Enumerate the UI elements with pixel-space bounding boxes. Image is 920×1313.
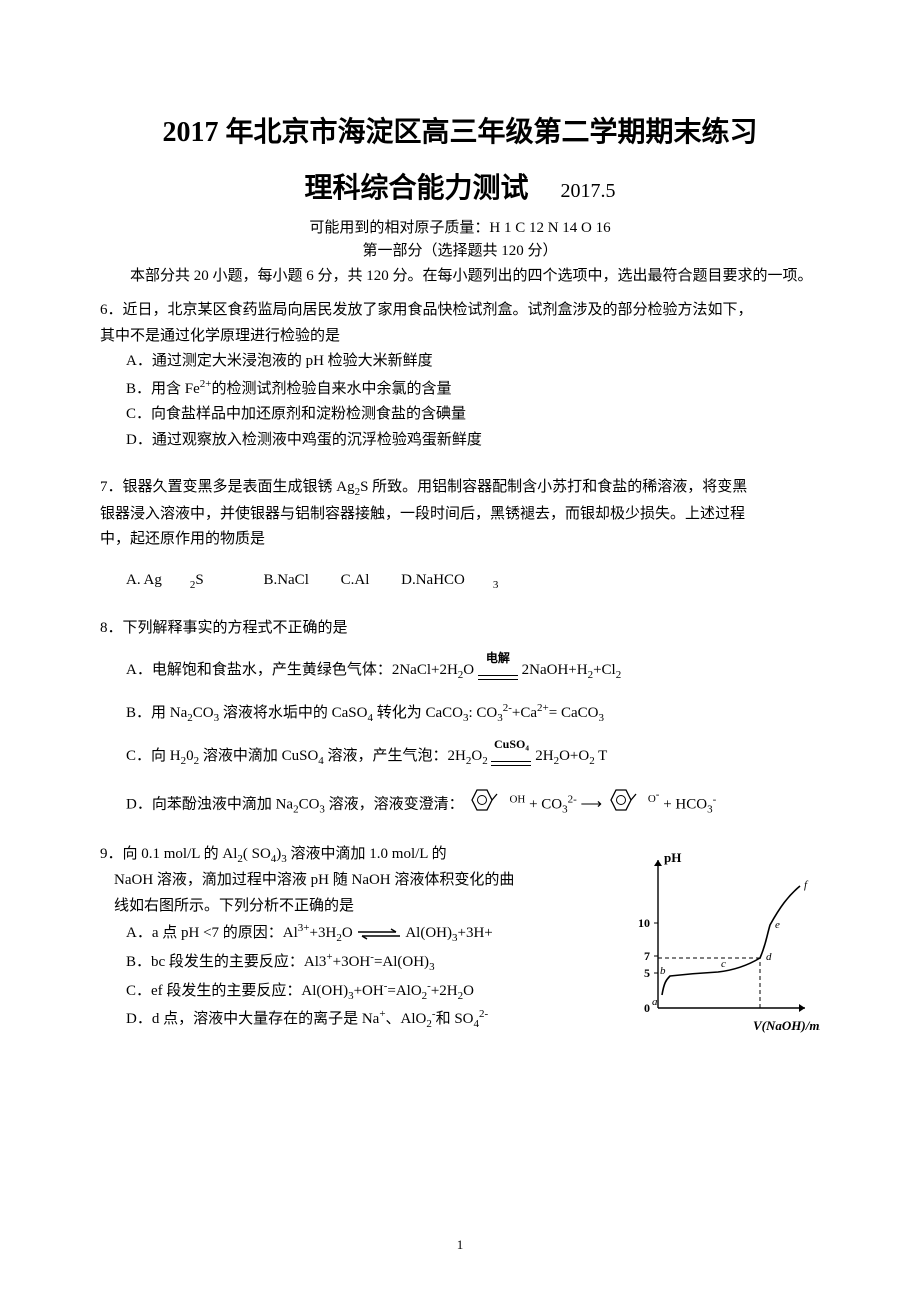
- question-9: 9．向 0.1 mol/L 的 Al2( SO4)3 溶液中滴加 1.0 mol…: [100, 842, 820, 1058]
- q7-stem-line3: 中，起还原作用的物质是: [100, 527, 820, 553]
- q9-option-c: C．ef 段发生的主要反应：Al(OH)3+OH-=AlO2-+2H2O: [126, 977, 608, 1006]
- svg-text:a: a: [652, 996, 658, 1008]
- page-number: 1: [100, 1237, 820, 1253]
- q7-option-d: D.NaHCO3: [401, 572, 498, 588]
- q6-b-sup: 2+: [200, 378, 212, 390]
- subtitle-date: 2017.5: [561, 180, 616, 202]
- q7-option-c: C.Al: [341, 572, 370, 588]
- q7-s1-pre: 7．银器久置变黑多是表面生成银锈 Ag: [100, 479, 355, 495]
- q6-option-c: C．向食盐样品中加还原剂和淀粉检测食盐的含碘量: [126, 402, 820, 428]
- atomic-mass-line: 可能用到的相对原子质量：H 1 C 12 N 14 O 16: [100, 216, 820, 237]
- svg-text:7: 7: [644, 949, 650, 963]
- q9-stem-line1: 9．向 0.1 mol/L 的 Al2( SO4)3 溶液中滴加 1.0 mol…: [100, 842, 608, 869]
- phenoxide-label: O-: [648, 793, 660, 805]
- phenol-oh-label: OH: [509, 793, 525, 805]
- q8-option-c: C．向 H202 溶液中滴加 CuSO4 溶液，产生气泡：2H2O2 CuSO₄…: [126, 738, 820, 776]
- svg-text:0: 0: [644, 1001, 650, 1015]
- q6-stem-line2: 其中不是通过化学原理进行检验的是: [100, 324, 820, 350]
- ph-chart-svg: 0 5 7 10 pH V(NaOH)/mL a b c d e f: [620, 848, 820, 1048]
- svg-text:10: 10: [638, 916, 650, 930]
- q9-stem-line2: NaOH 溶液，滴加过程中溶液 pH 随 NaOH 溶液体积变化的曲: [114, 868, 608, 894]
- q8-option-b: B．用 Na2CO3 溶液将水垢中的 CaSO4 转化为 CaCO3: CO32…: [126, 699, 820, 728]
- q6-option-d: D．通过观察放入检测液中鸡蛋的沉浮检验鸡蛋新鲜度: [126, 428, 820, 454]
- electrolysis-arrow-icon: 电解: [478, 652, 518, 690]
- q9-option-d: D．d 点，溶液中大量存在的离子是 Na+、AlO2-和 SO42-: [126, 1005, 608, 1034]
- q8-stem: 8．下列解释事实的方程式不正确的是: [100, 616, 820, 642]
- subtitle-row: 理科综合能力测试 2017.5: [100, 166, 820, 206]
- q8-option-a: A．电解饱和食盐水，产生黄绿色气体：2NaCl+2H2O 电解 2NaOH+H2…: [126, 652, 820, 690]
- q6-b-pre: B．用含 Fe: [126, 381, 200, 397]
- q6-b-post: 的检测试剂检验自来水中余氯的含量: [211, 381, 451, 397]
- svg-text:d: d: [766, 951, 772, 963]
- question-7: 7．银器久置变黑多是表面生成银锈 Ag2S 所致。用铝制容器配制含小苏打和食盐的…: [100, 475, 820, 594]
- q9-stem-line3: 线如右图所示。下列分析不正确的是: [114, 894, 608, 920]
- q9-option-b: B．bc 段发生的主要反应：Al3++3OH-=Al(OH)3: [126, 948, 608, 977]
- main-title: 2017 年北京市海淀区高三年级第二学期期末练习: [100, 110, 820, 150]
- question-8: 8．下列解释事实的方程式不正确的是 A．电解饱和食盐水，产生黄绿色气体：2NaC…: [100, 616, 820, 823]
- q7-options: A. Ag2S B.NaCl C.Al D.NaHCO3: [126, 568, 820, 595]
- q8-option-d: D．向苯酚浊液中滴加 Na2CO3 溶液，溶液变澄清： OH + CO32- ⟶…: [126, 786, 820, 824]
- q7-s1-mid: S 所致。用铝制容器配制含小苏打和食盐的稀溶液，将变黑: [360, 479, 747, 495]
- reaction-arrow-icon: ⟶: [581, 796, 606, 812]
- svg-text:f: f: [804, 879, 809, 891]
- part-label: 第一部分（选择题共 120 分）: [100, 239, 820, 260]
- svg-text:V(NaOH)/mL: V(NaOH)/mL: [753, 1018, 820, 1033]
- svg-text:b: b: [660, 965, 666, 977]
- q7-option-a: A. Ag2S: [126, 572, 232, 588]
- q7-option-b: B.NaCl: [263, 572, 308, 588]
- q7-stem-line1: 7．银器久置变黑多是表面生成银锈 Ag2S 所致。用铝制容器配制含小苏打和食盐的…: [100, 475, 820, 502]
- svg-text:e: e: [775, 919, 780, 931]
- catalyst-arrow-icon: CuSO₄: [491, 738, 531, 776]
- q7-stem-line2: 银器浸入溶液中，并使银器与铝制容器接触，一段时间后，黑锈褪去，而银却极少损失。上…: [100, 502, 820, 528]
- question-6: 6．近日，北京某区食药监局向居民发放了家用食品快检试剂盒。试剂盒涉及的部分检验方…: [100, 298, 820, 453]
- section-instructions: 本部分共 20 小题，每小题 6 分，共 120 分。在每小题列出的四个选项中，…: [100, 264, 820, 288]
- subtitle: 理科综合能力测试: [304, 173, 528, 204]
- page: 2017 年北京市海淀区高三年级第二学期期末练习 理科综合能力测试 2017.5…: [0, 0, 920, 1313]
- q6-stem-line1: 6．近日，北京某区食药监局向居民发放了家用食品快检试剂盒。试剂盒涉及的部分检验方…: [100, 298, 820, 324]
- q9-option-a: A．a 点 pH <7 的原因：Al3++3H2O Al(OH)3+3H+: [126, 919, 608, 948]
- ph-curve-chart: 0 5 7 10 pH V(NaOH)/mL a b c d e f: [620, 848, 820, 1058]
- phenoxide-icon: [606, 786, 648, 824]
- q9-text: 9．向 0.1 mol/L 的 Al2( SO4)3 溶液中滴加 1.0 mol…: [100, 842, 608, 1034]
- q6-option-a: A．通过测定大米浸泡液的 pH 检验大米新鲜度: [126, 349, 820, 375]
- equilibrium-arrow-icon: [356, 928, 402, 940]
- svg-text:pH: pH: [664, 850, 681, 865]
- phenol-oh-icon: [467, 786, 509, 824]
- svg-text:5: 5: [644, 966, 650, 980]
- svg-text:c: c: [721, 958, 726, 970]
- q6-option-b: B．用含 Fe2+的检测试剂检验自来水中余氯的含量: [126, 375, 820, 403]
